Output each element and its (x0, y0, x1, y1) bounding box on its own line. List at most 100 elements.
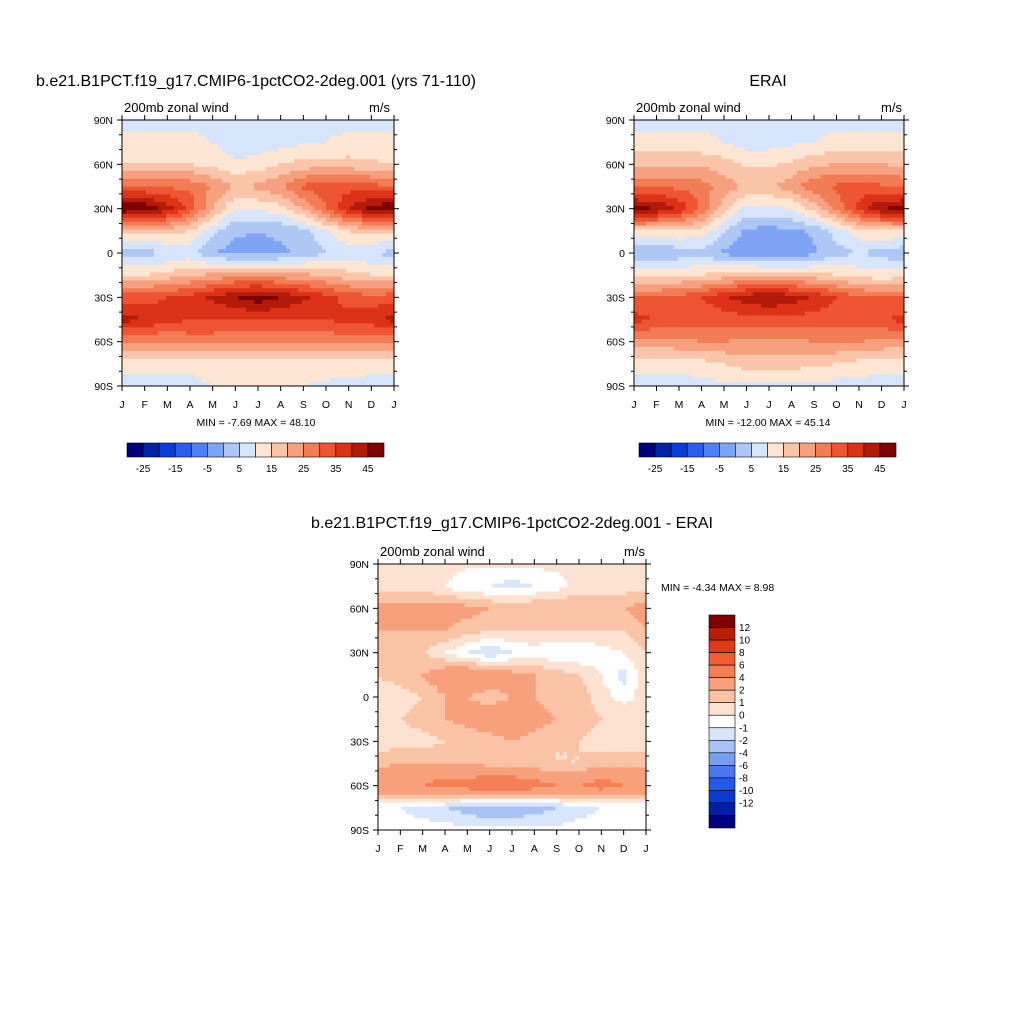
field-cell (238, 140, 243, 144)
field-cell (202, 300, 207, 304)
field-cell (266, 323, 271, 327)
field-cell (210, 120, 215, 124)
field-cell (386, 183, 391, 187)
field-cell (214, 233, 219, 237)
field-cell (126, 351, 131, 355)
field-cell (134, 308, 139, 312)
field-cell (198, 245, 203, 249)
field-cell (266, 366, 271, 370)
field-cell (346, 218, 351, 222)
field-cell (250, 167, 255, 171)
field-cell (290, 237, 295, 241)
field-cell (182, 339, 187, 343)
field-cell (206, 378, 211, 382)
field-cell (230, 187, 235, 191)
field-cell (334, 210, 339, 214)
field-cell (358, 261, 363, 265)
field-cell (154, 304, 159, 308)
field-cell (852, 128, 856, 132)
field-cell (354, 230, 359, 234)
field-cell (302, 159, 307, 163)
field-cell (186, 171, 191, 175)
field-cell (298, 363, 303, 367)
field-cell (226, 175, 231, 179)
field-cell (306, 249, 311, 253)
field-cell (258, 159, 263, 163)
field-cell (242, 312, 247, 316)
field-cell (146, 245, 151, 249)
field-cell (154, 249, 159, 253)
field-cell (346, 140, 351, 144)
field-cell (310, 335, 315, 339)
field-cell (242, 226, 247, 230)
field-cell (234, 222, 239, 226)
field-cell (338, 151, 343, 155)
field-cell (230, 222, 235, 226)
field-cell (194, 241, 199, 245)
field-cell (354, 351, 359, 355)
field-cell (158, 198, 163, 202)
field-cell (210, 276, 215, 280)
field-cell (226, 190, 231, 194)
field-cell (246, 187, 251, 191)
field-cell (258, 351, 263, 355)
field-cell (362, 249, 367, 253)
field-cell (214, 363, 219, 367)
field-cell (206, 288, 211, 292)
field-cell (302, 296, 307, 300)
field-cell (274, 320, 279, 324)
field-cell (342, 226, 347, 230)
field-cell (310, 355, 315, 359)
field-cell (158, 276, 163, 280)
field-cell (190, 316, 195, 320)
field-cell (270, 351, 275, 355)
field-cell (242, 132, 247, 136)
field-cell (230, 230, 235, 234)
field-cell (258, 128, 263, 132)
field-cell (342, 140, 347, 144)
field-cell (206, 265, 211, 269)
field-cell (306, 276, 311, 280)
field-cell (226, 351, 231, 355)
field-cell (158, 140, 163, 144)
field-cell (170, 273, 175, 277)
field-cell (274, 257, 279, 261)
field-cell (290, 179, 295, 183)
field-cell (342, 241, 347, 245)
y-tick-label: 90S (94, 381, 113, 393)
field-cell (362, 230, 367, 234)
field-cell (138, 233, 143, 237)
field-cell (182, 347, 187, 351)
x-tick-label: D (368, 399, 376, 411)
field-cell (158, 366, 163, 370)
field-cell (226, 230, 231, 234)
field-cell (134, 347, 139, 351)
field-cell (174, 292, 179, 296)
field-cell (222, 273, 227, 277)
field-cell (250, 218, 255, 222)
field-cell (278, 292, 283, 296)
field-cell (266, 187, 271, 191)
field-cell (202, 339, 207, 343)
field-cell (737, 124, 741, 128)
field-cell (334, 269, 339, 273)
field-cell (350, 140, 355, 144)
field-cell (350, 233, 355, 237)
field-cell (884, 124, 888, 128)
field-cell (146, 374, 151, 378)
field-cell (698, 128, 702, 132)
field-cell (342, 194, 347, 198)
field-cell (310, 210, 315, 214)
field-cell (218, 226, 223, 230)
field-cell (274, 187, 279, 191)
field-cell (262, 378, 267, 382)
field-cell (338, 120, 343, 124)
field-cell (230, 269, 235, 273)
field-cell (350, 339, 355, 343)
field-cell (190, 273, 195, 277)
field-cell (370, 366, 375, 370)
field-cell (218, 249, 223, 253)
field-cell (190, 128, 195, 132)
field-cell (194, 128, 199, 132)
field-cell (226, 194, 231, 198)
